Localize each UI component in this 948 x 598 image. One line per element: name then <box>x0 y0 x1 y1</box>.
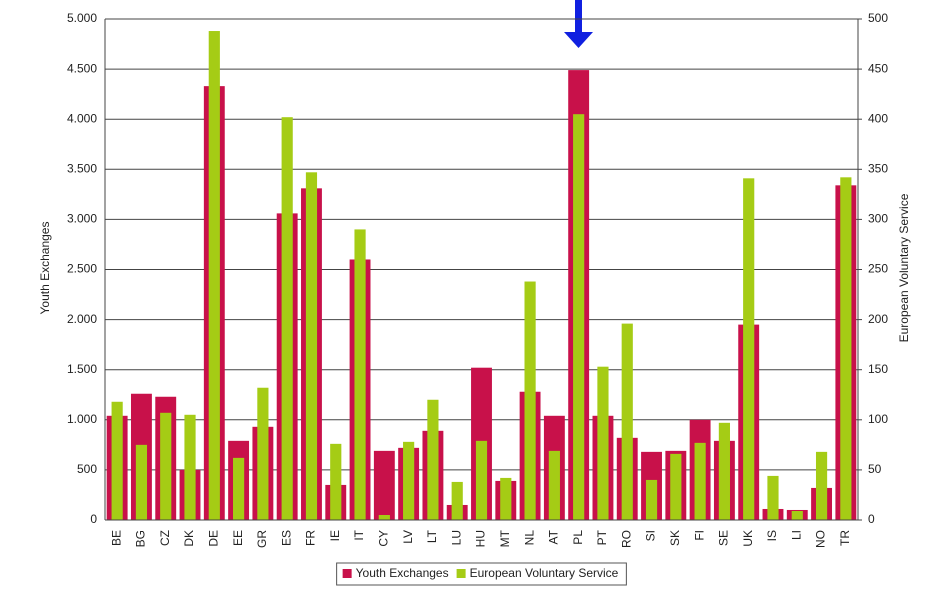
x-tick-label: IT <box>352 529 366 540</box>
x-tick-label: BG <box>134 530 148 547</box>
y-tick-label: 4.500 <box>67 61 97 75</box>
y-tick-label: 2.500 <box>67 262 97 276</box>
y-tick-label: 1.500 <box>67 362 97 376</box>
y2-tick-label: 350 <box>868 161 888 175</box>
y-axis-label: Youth Exchanges <box>38 222 52 315</box>
y-tick-label: 2.000 <box>67 312 97 326</box>
x-tick-label: SI <box>644 530 658 541</box>
x-tick-label: LT <box>425 529 439 543</box>
y2-tick-label: 400 <box>868 111 888 125</box>
y2-tick-label: 450 <box>868 61 888 75</box>
y2-tick-label: 300 <box>868 212 888 226</box>
x-tick-label: UK <box>741 530 755 547</box>
bar <box>354 229 366 521</box>
bar <box>475 440 488 520</box>
y-tick-label: 0 <box>90 512 97 526</box>
x-tick-label: NO <box>814 530 828 548</box>
legend-label: Youth Exchanges <box>356 566 449 580</box>
bar <box>160 412 172 520</box>
y2-tick-label: 200 <box>868 312 888 326</box>
bar <box>767 475 779 520</box>
bar <box>840 177 852 521</box>
x-tick-label: LI <box>789 530 803 540</box>
bar <box>135 444 148 520</box>
legend-box <box>336 562 627 586</box>
legend: Youth Exchanges European Voluntary Servic… <box>336 562 627 586</box>
y-tick-label: 3.500 <box>67 161 97 175</box>
y2-axis-label: European Voluntary Service <box>897 193 911 342</box>
legend-swatch <box>456 569 466 578</box>
bar <box>621 323 633 520</box>
bar <box>305 172 318 520</box>
bar <box>645 479 658 520</box>
bar <box>451 481 463 520</box>
x-tick-label: CZ <box>158 530 172 546</box>
x-tick-label: FR <box>304 530 318 546</box>
bar <box>791 510 803 520</box>
y2-tick-label: 0 <box>868 512 875 526</box>
y2-tick-label: 50 <box>868 462 882 476</box>
x-tick-label: CY <box>377 530 391 547</box>
bar <box>378 514 390 520</box>
y2-tick-label: 500 <box>868 11 888 25</box>
x-tick-label: TR <box>838 530 852 546</box>
bar <box>500 477 512 520</box>
x-tick-label: AT <box>547 529 561 544</box>
bar <box>257 387 269 520</box>
x-tick-label: BE <box>109 530 123 546</box>
y-tick-label: 500 <box>77 462 97 476</box>
x-tick-label: GR <box>255 530 269 548</box>
bar <box>184 414 196 520</box>
bar <box>403 441 415 520</box>
bar <box>718 422 730 520</box>
bar <box>815 451 828 520</box>
bar <box>281 117 293 521</box>
x-tick-label: IS <box>765 530 779 541</box>
x-tick-label: LU <box>449 530 463 545</box>
bar <box>694 442 706 520</box>
x-tick-label: FI <box>692 530 706 541</box>
bar <box>427 399 439 520</box>
bar <box>373 450 395 520</box>
bar <box>208 31 220 521</box>
x-tick-label: SE <box>717 530 731 546</box>
x-tick-label: PL <box>571 530 585 545</box>
x-tick-label: MT <box>498 529 512 547</box>
legend-swatch <box>342 569 352 578</box>
x-tick-label: IE <box>328 530 342 541</box>
bar <box>330 443 342 520</box>
y-tick-label: 5.000 <box>67 11 97 25</box>
legend-label: European Voluntary Service <box>470 566 619 580</box>
x-tick-label: DE <box>206 530 220 547</box>
y2-tick-label: 100 <box>868 412 888 426</box>
bar <box>111 401 123 520</box>
bar <box>524 281 536 520</box>
x-tick-label: DK <box>182 530 196 547</box>
x-tick-label: RO <box>619 530 633 548</box>
y2-tick-label: 150 <box>868 362 888 376</box>
pointer-arrow <box>564 0 593 48</box>
x-tick-label: SK <box>668 530 682 546</box>
bar <box>548 450 560 520</box>
y2-tick-label: 250 <box>868 262 888 276</box>
x-tick-label: LV <box>401 530 415 544</box>
y-tick-label: 1.000 <box>67 412 97 426</box>
x-tick-label: NL <box>522 530 536 546</box>
bar <box>743 178 755 520</box>
y-tick-label: 4.000 <box>67 111 97 125</box>
y-tick-label: 3.000 <box>67 212 97 226</box>
bar <box>670 453 682 520</box>
bar <box>597 366 609 520</box>
bar <box>233 457 245 520</box>
x-tick-label: PT <box>595 529 609 545</box>
x-tick-label: HU <box>474 530 488 547</box>
x-tick-label: EE <box>231 530 245 546</box>
x-tick-label: ES <box>279 530 293 546</box>
bar <box>573 114 585 520</box>
